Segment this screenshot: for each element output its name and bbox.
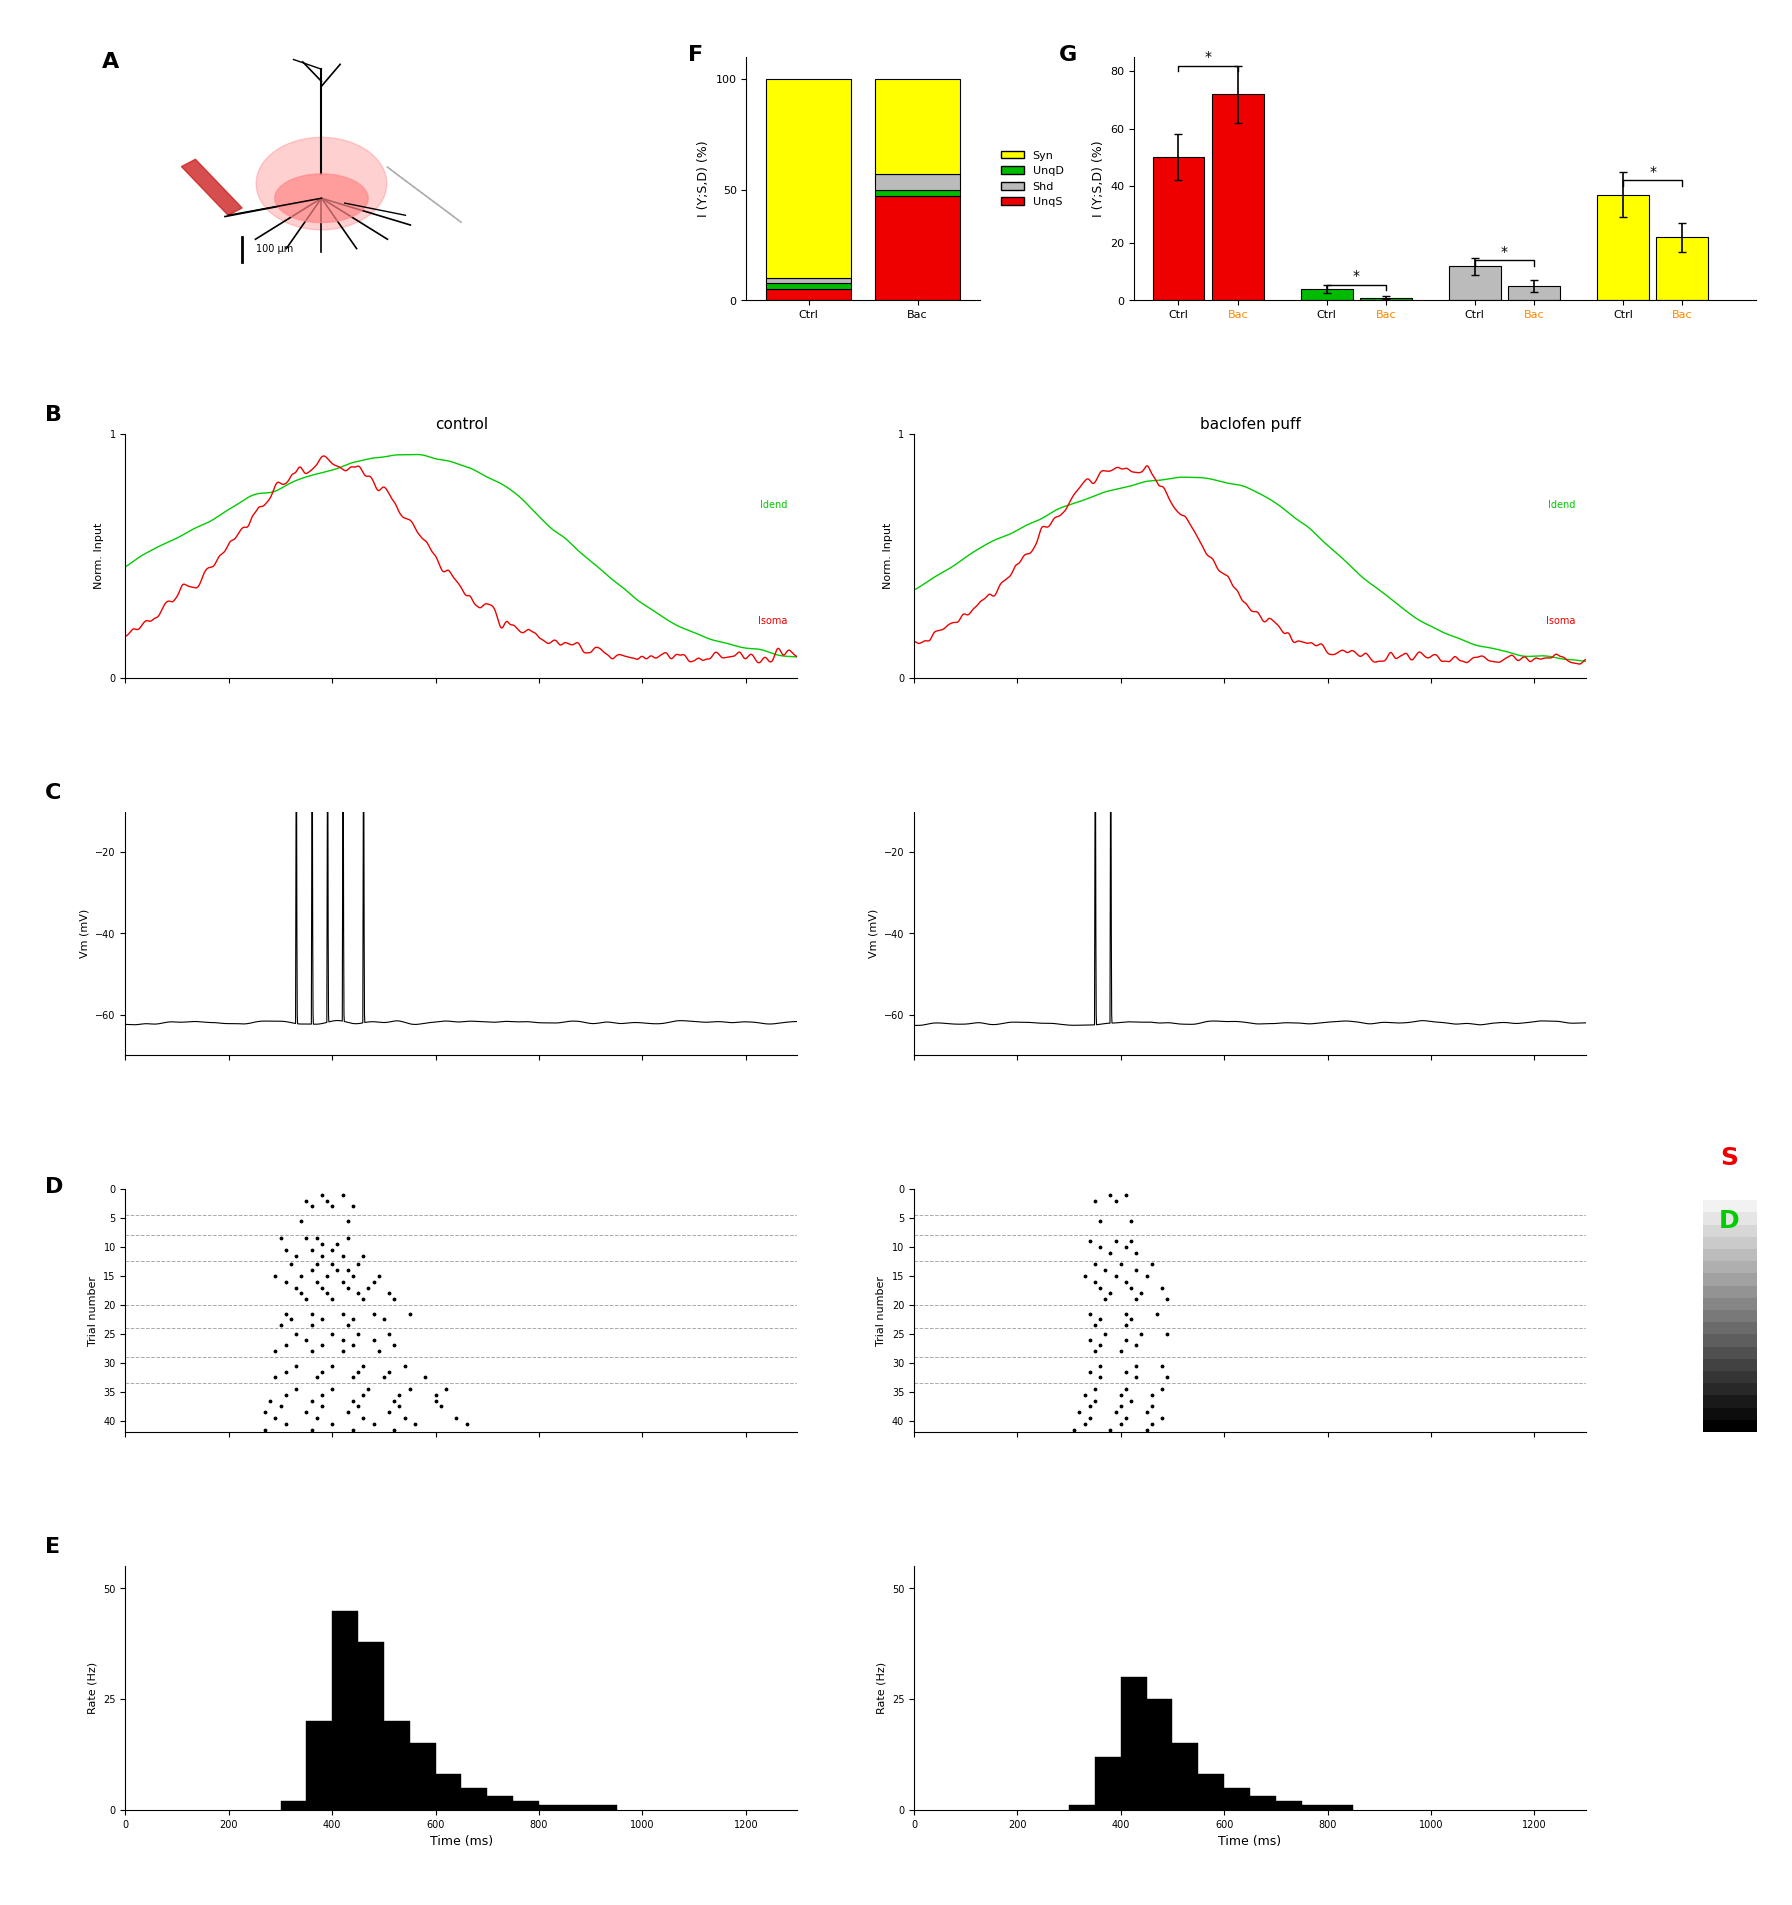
Bar	[1147, 1699, 1172, 1810]
Y-axis label: Norm. Input: Norm. Input	[93, 524, 104, 589]
Polygon shape	[181, 160, 242, 215]
Bar	[765, 80, 851, 278]
Bar	[765, 282, 851, 290]
Y-axis label: Vm (mV): Vm (mV)	[867, 909, 878, 958]
Ellipse shape	[256, 137, 387, 231]
Bar	[461, 1787, 487, 1810]
Legend: Syn, UnqD, Shd, UnqS: Syn, UnqD, Shd, UnqS	[996, 147, 1068, 211]
Bar	[874, 196, 961, 301]
Bar	[513, 1800, 539, 1810]
Bar	[564, 1806, 591, 1810]
Y-axis label: Vm (mV): Vm (mV)	[79, 909, 90, 958]
Bar	[765, 278, 851, 282]
Bar	[1095, 1756, 1120, 1810]
Y-axis label: Rate (Hz): Rate (Hz)	[876, 1661, 887, 1715]
Text: C: C	[45, 783, 61, 802]
Bar	[591, 1806, 616, 1810]
Bar	[1199, 1774, 1224, 1810]
Bar	[765, 290, 851, 301]
Text: *: *	[1204, 50, 1211, 65]
Bar	[358, 1642, 383, 1810]
Bar	[1328, 1806, 1353, 1810]
Bar	[1360, 297, 1412, 301]
Circle shape	[274, 173, 367, 223]
Text: F: F	[688, 46, 702, 65]
Bar	[1448, 267, 1500, 301]
Text: Isoma: Isoma	[758, 617, 787, 627]
Text: Idend: Idend	[760, 499, 787, 509]
Text: *: *	[1353, 269, 1360, 284]
Bar	[1120, 1676, 1147, 1810]
Bar	[487, 1796, 513, 1810]
Y-axis label: I (Y;S,D) (%): I (Y;S,D) (%)	[1091, 141, 1104, 217]
Bar	[1276, 1800, 1301, 1810]
Text: D: D	[45, 1177, 63, 1196]
Y-axis label: Trial number: Trial number	[88, 1276, 99, 1345]
Text: B: B	[45, 406, 61, 425]
Bar	[306, 1722, 332, 1810]
Bar	[874, 80, 961, 175]
Text: E: E	[45, 1537, 59, 1556]
Text: *: *	[1502, 246, 1507, 259]
Bar	[539, 1806, 564, 1810]
Bar	[1249, 1796, 1276, 1810]
Polygon shape	[387, 168, 461, 223]
Bar	[874, 175, 961, 190]
Bar	[383, 1722, 410, 1810]
Bar	[281, 1800, 306, 1810]
Title: control: control	[435, 417, 487, 432]
Bar	[435, 1774, 461, 1810]
Text: D: D	[1719, 1208, 1740, 1233]
Bar	[1597, 194, 1649, 301]
Text: *: *	[1649, 166, 1656, 179]
X-axis label: Time (ms): Time (ms)	[430, 1835, 493, 1848]
Y-axis label: I (Y;S,D) (%): I (Y;S,D) (%)	[697, 141, 710, 217]
Bar	[1224, 1787, 1249, 1810]
Bar	[1301, 1806, 1328, 1810]
Bar	[1152, 158, 1204, 301]
Text: S: S	[1720, 1145, 1738, 1170]
Bar	[874, 190, 961, 196]
Bar	[1656, 238, 1708, 301]
Text: A: A	[102, 51, 120, 72]
Bar	[1070, 1806, 1095, 1810]
Bar	[410, 1743, 435, 1810]
Bar	[1509, 286, 1559, 301]
Bar	[1172, 1743, 1199, 1810]
Bar	[332, 1610, 358, 1810]
Bar	[1301, 290, 1353, 301]
Title: baclofen puff: baclofen puff	[1199, 417, 1301, 432]
Text: 100 μm: 100 μm	[256, 244, 294, 255]
Y-axis label: Norm. Input: Norm. Input	[882, 524, 892, 589]
Text: Isoma: Isoma	[1546, 617, 1575, 627]
Text: G: G	[1059, 46, 1077, 65]
Y-axis label: Trial number: Trial number	[876, 1276, 887, 1345]
Bar	[1211, 95, 1263, 301]
X-axis label: Time (ms): Time (ms)	[1219, 1835, 1281, 1848]
Text: Idend: Idend	[1548, 499, 1575, 509]
Y-axis label: Rate (Hz): Rate (Hz)	[88, 1661, 99, 1715]
